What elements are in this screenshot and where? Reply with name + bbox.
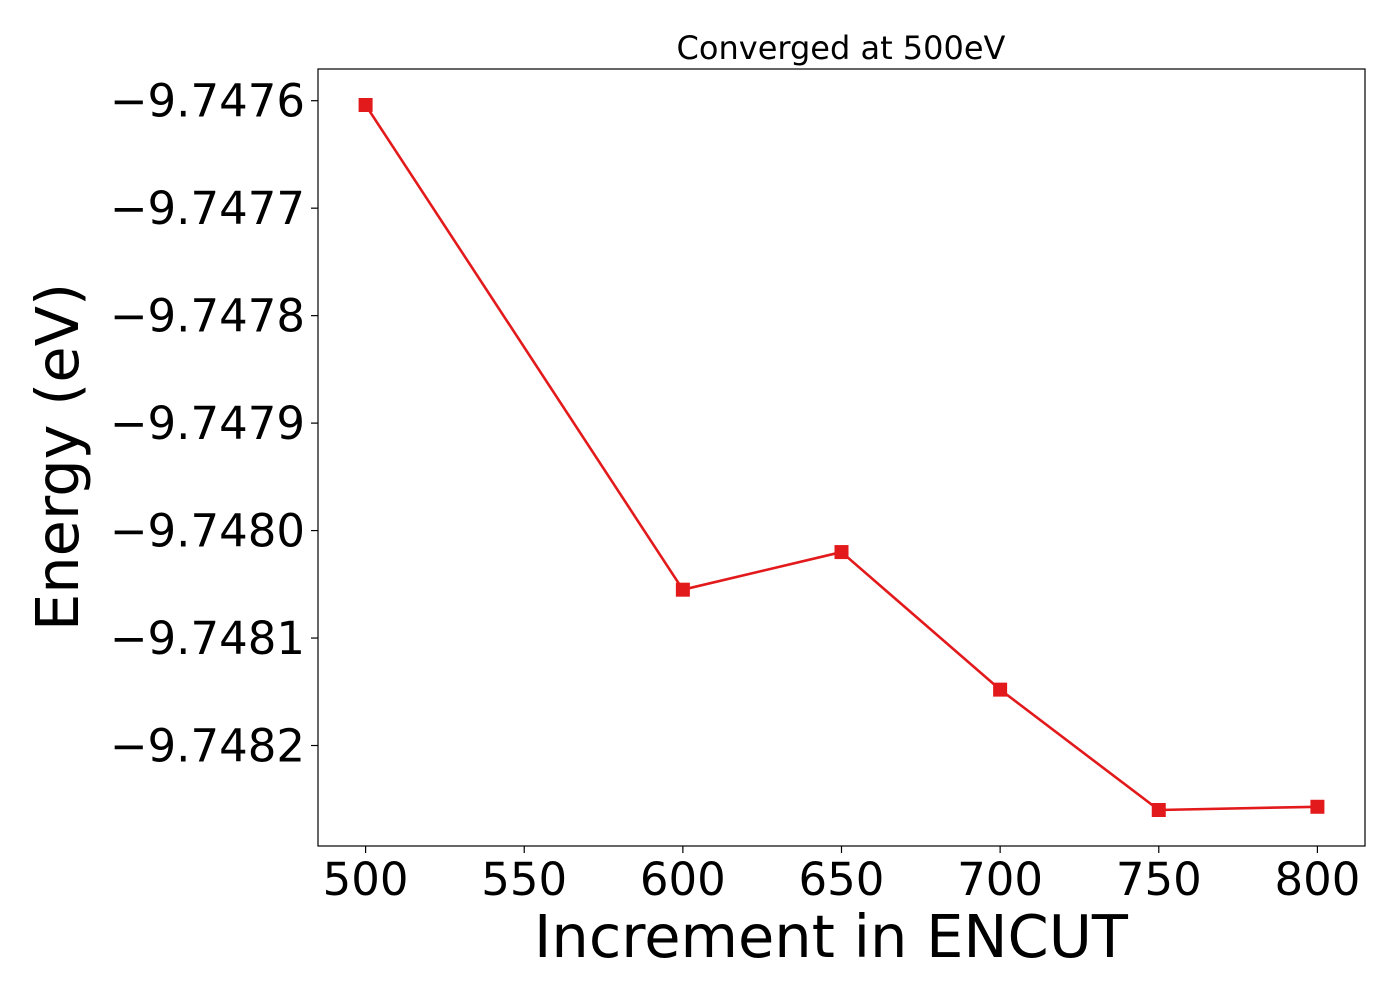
data-point bbox=[993, 682, 1008, 697]
x-axis: 500 550 600 650 700 750 800 bbox=[323, 846, 1360, 906]
plot-area bbox=[358, 98, 1325, 817]
data-point bbox=[834, 545, 849, 560]
data-point bbox=[1310, 799, 1325, 814]
y-tick-label: −9.7476 bbox=[110, 75, 305, 128]
data-point bbox=[1151, 802, 1166, 817]
chart-title: Converged at 500eV bbox=[677, 29, 1006, 67]
x-tick-label: 650 bbox=[799, 853, 885, 906]
x-tick-label: 750 bbox=[1116, 853, 1202, 906]
y-tick-label: −9.7481 bbox=[110, 612, 305, 665]
x-tick-label: 550 bbox=[481, 853, 567, 906]
y-tick-label: −9.7479 bbox=[110, 397, 305, 450]
y-tick-label: −9.7477 bbox=[110, 182, 305, 235]
data-point bbox=[358, 98, 373, 113]
x-tick-label: 500 bbox=[323, 853, 409, 906]
y-tick-label: −9.7482 bbox=[110, 720, 305, 773]
x-tick-label: 700 bbox=[957, 853, 1043, 906]
x-tick-label: 800 bbox=[1274, 853, 1360, 906]
x-tick-label: 600 bbox=[640, 853, 726, 906]
series-line bbox=[364, 104, 1318, 812]
y-axis: −9.7476 −9.7477 −9.7478 −9.7479 −9.7480 −9.74… bbox=[110, 75, 318, 773]
y-axis-label: Energy (eV) bbox=[23, 283, 92, 631]
y-tick-label: −9.7480 bbox=[110, 505, 305, 558]
y-tick-label: −9.7478 bbox=[110, 290, 305, 343]
data-point bbox=[675, 582, 690, 597]
x-axis-label: Increment in ENCUT bbox=[534, 902, 1129, 971]
